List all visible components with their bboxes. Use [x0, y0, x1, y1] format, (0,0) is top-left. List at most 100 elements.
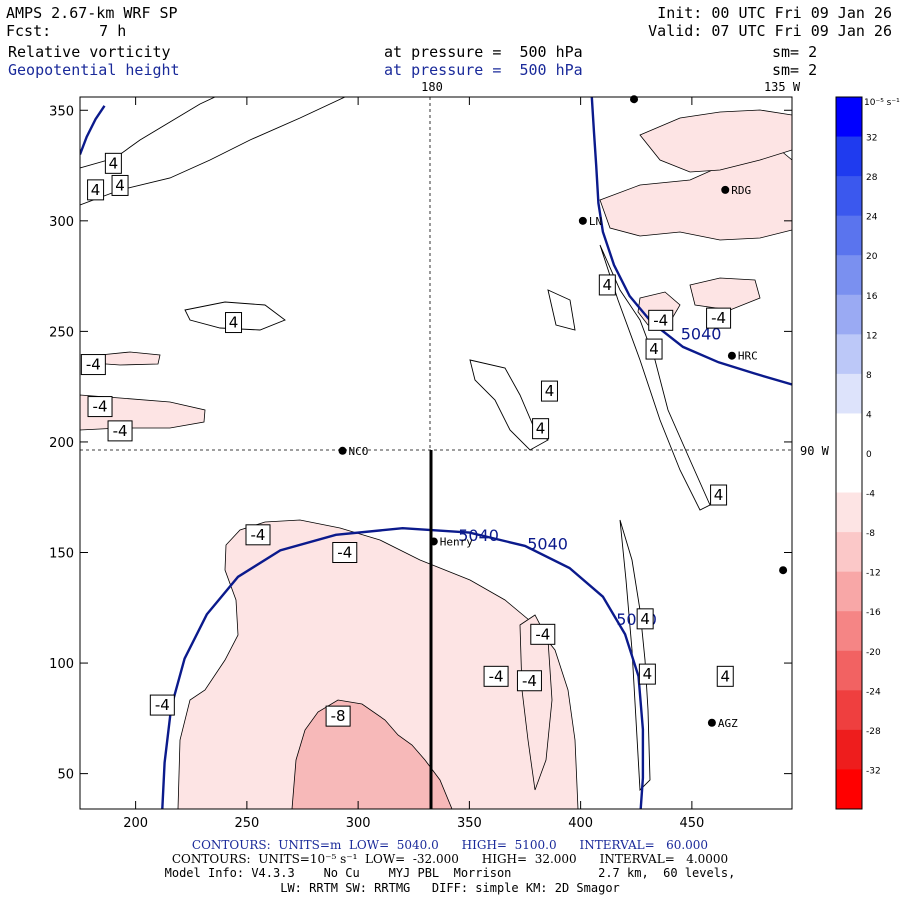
pos-vorticity-contour-east	[619, 519, 651, 792]
neg-vorticity-blob-northeast	[689, 277, 761, 311]
vorticity-label: -4	[711, 309, 726, 327]
colorbar-swatch	[836, 492, 862, 533]
vorticity-label-box	[80, 354, 106, 376]
vorticity-label-box	[87, 396, 113, 418]
colorbar-swatch	[836, 729, 862, 770]
vorticity-label: -4	[93, 398, 108, 416]
footer-vort-high: HIGH= 32.000	[481, 852, 577, 866]
geopotential-contours	[80, 97, 792, 809]
axis-ticks: 200 250 300 350 400 450 50 100 150 200 250 300 350	[49, 97, 792, 831]
colorbar: 32 28 24 20 16 12 8 4 0 -4 -8 -12 -16 -20 -24 -28 -32 10⁻…	[835, 96, 900, 810]
footer-vort-interval: INTERVAL= 4.0000	[599, 852, 729, 866]
field2-smoothing: sm= 2	[772, 61, 818, 79]
colorbar-tick-label: 12	[866, 331, 877, 341]
colorbar-swatch	[836, 97, 862, 138]
colorbar-swatch	[836, 453, 862, 494]
forecast-label: Fcst: 7 h	[6, 22, 126, 40]
vorticity-label-box	[245, 524, 271, 546]
x-tick-label: 200	[123, 816, 148, 831]
field1-smoothing: sm= 2	[772, 43, 818, 61]
colorbar-swatch	[836, 373, 862, 414]
vorticity-label: 4	[109, 154, 119, 172]
colorbar-swatch	[836, 176, 862, 217]
vorticity-label-box	[530, 623, 556, 645]
neg-vorticity-region-core	[291, 699, 453, 809]
vorticity-label: 4	[640, 610, 650, 628]
vorticity-label: -8	[331, 707, 346, 725]
vorticity-fill-layer	[80, 109, 792, 809]
colorbar-swatch	[836, 215, 862, 256]
neg-vorticity-streak-south	[519, 614, 553, 791]
model-title: AMPS 2.67-km WRF SP	[6, 4, 178, 22]
footer-geo-interval: INTERVAL= 60.000	[579, 838, 709, 852]
vorticity-label-box	[104, 152, 122, 174]
vorticity-label-box	[111, 174, 129, 196]
colorbar-swatch	[836, 769, 862, 810]
station-marker	[707, 718, 716, 727]
vorticity-label: -4	[86, 356, 101, 374]
station-marker	[630, 95, 639, 104]
footer-physics-info: LW: RRTM SW: RRTMG DIFF: simple KM: 2D S…	[280, 881, 620, 895]
footer-model-info: Model Info: V4.3.3 No Cu MYJ PBL Morriso…	[164, 866, 736, 880]
geopotential-contour-5040-2	[590, 97, 792, 386]
forecast-label-text: Fcst:	[6, 22, 52, 40]
colorbar-swatch	[836, 690, 862, 731]
vorticity-label-box	[540, 380, 558, 402]
vorticity-label: 4	[603, 276, 613, 294]
footer-geo-high: HIGH= 5100.0	[461, 838, 557, 852]
colorbar-tick-label: 28	[866, 173, 878, 183]
station-label: Henry	[440, 535, 473, 548]
vorticity-label-box	[87, 179, 105, 201]
y-tick-label: 250	[49, 325, 74, 340]
colorbar-tick-label: -12	[866, 569, 881, 579]
station-marker	[721, 185, 730, 194]
colorbar-tick-label: 20	[866, 252, 878, 262]
colorbar-swatch	[836, 255, 862, 296]
colorbar-tick-label: -24	[866, 687, 881, 697]
colorbar-swatch	[836, 413, 862, 454]
geopotential-label: 5040	[681, 325, 722, 344]
colorbar-tick-label: -32	[866, 766, 881, 776]
station-marker	[578, 216, 587, 225]
vorticity-label: -4	[337, 544, 352, 562]
vorticity-label: 4	[643, 665, 653, 683]
vorticity-label: -4	[522, 672, 537, 690]
field2-name: Geopotential height	[8, 61, 180, 79]
vorticity-label: -4	[535, 625, 550, 643]
colorbar-tick-label: -16	[866, 608, 881, 618]
pos-vorticity-contour-blob	[547, 289, 576, 331]
x-tick-label: 250	[234, 816, 259, 831]
y-tick-label: 300	[49, 215, 74, 230]
pos-vorticity-contour-northeast	[599, 244, 711, 511]
vorticity-label: 4	[649, 340, 659, 358]
station-marker	[429, 537, 438, 546]
station-label: HRC	[738, 350, 758, 363]
x-tick-label: 400	[568, 816, 593, 831]
y-tick-label: 350	[49, 104, 74, 119]
station-label: AGZ	[718, 717, 738, 730]
field1-level: at pressure = 500 hPa	[384, 43, 583, 61]
vorticity-label: -4	[155, 696, 170, 714]
station-marker	[779, 566, 788, 575]
valid-time: Valid: 07 UTC Fri 09 Jan 26	[648, 22, 892, 40]
vorticity-label: 4	[545, 382, 555, 400]
forecast-value: 7 h	[99, 22, 127, 40]
station-label: NCO	[349, 445, 369, 458]
colorbar-tick-label: 16	[866, 292, 878, 302]
vorticity-label-box	[645, 338, 663, 360]
colorbar-unit-label: 10⁻⁵ s⁻¹	[864, 98, 900, 108]
geopotential-contour-5040-1	[161, 526, 645, 809]
neg-vorticity-cluster-northeast	[639, 109, 792, 173]
vorticity-label: 4	[115, 176, 125, 194]
colorbar-swatch	[836, 532, 862, 573]
vorticity-label-box	[332, 542, 358, 564]
station-marker	[727, 351, 736, 360]
neg-vorticity-cluster-east	[599, 149, 792, 241]
vorticity-label: -4	[113, 422, 128, 440]
x-tick-label: 350	[457, 816, 482, 831]
vorticity-label-box	[149, 694, 175, 716]
station-marker	[338, 446, 347, 455]
